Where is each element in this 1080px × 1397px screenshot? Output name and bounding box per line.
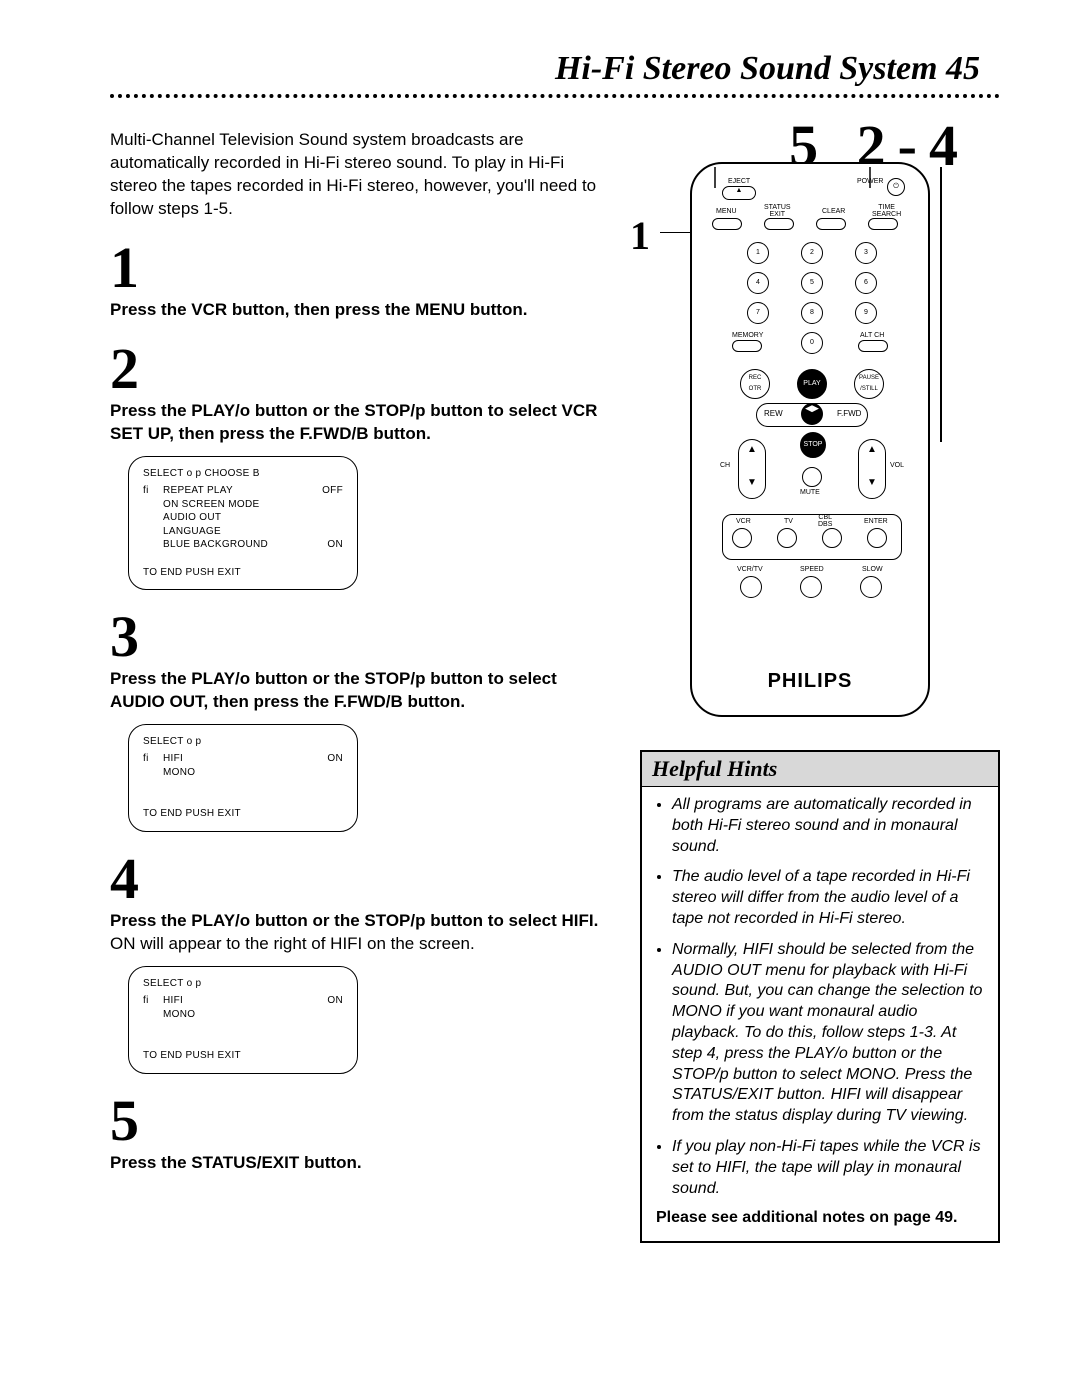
callout-lines-icon: [640, 112, 1000, 192]
vcrtv-button-icon: [740, 576, 762, 598]
intro-text: Multi-Channel Television Sound system br…: [110, 129, 610, 221]
vcrtv-label: VCR/TV: [737, 566, 763, 573]
osd3-header: SELECT o p: [143, 977, 343, 991]
clear-label: CLEAR: [822, 208, 845, 215]
osd-screen-2: SELECT o p fiHIFION MONO TO END PUSH EXI…: [128, 724, 358, 832]
dotted-rule: [110, 94, 1000, 98]
osd3-row: fiHIFION: [143, 994, 343, 1008]
num-6-button-icon: 6: [855, 272, 877, 294]
num-2-button-icon: 2: [801, 242, 823, 264]
pause-still-button-icon: PAUSE /STILL: [854, 369, 884, 399]
num-0-button-icon: 0: [801, 332, 823, 354]
hint-item: All programs are automatically recorded …: [672, 795, 984, 857]
cbl-dbs-button-icon: [822, 528, 842, 548]
rew-label: REW: [764, 409, 783, 418]
brand-logo: PHILIPS: [692, 670, 928, 693]
time-search-button-icon: [868, 218, 898, 230]
osd1-row: ON SCREEN MODE: [143, 498, 343, 512]
speed-label: SPEED: [800, 566, 824, 573]
num-8-button-icon: 8: [801, 302, 823, 324]
ch-updown-icon: ▲ ▼: [738, 439, 766, 499]
altch-label: ALT CH: [860, 332, 884, 339]
step-2-text: Press the PLAY/o button or the STOP/p bu…: [110, 400, 610, 446]
menu-label: MENU: [716, 208, 737, 215]
ffwd-label: F.FWD: [837, 409, 861, 418]
osd1-row: BLUE BACKGROUNDON: [143, 538, 343, 552]
osd-screen-3: SELECT o p fiHIFION MONO TO END PUSH EXI…: [128, 966, 358, 1074]
vol-label: VOL: [890, 462, 904, 469]
title-pagenum: 45: [946, 50, 980, 87]
cbl-dbs-label: CBL DBS: [818, 514, 832, 528]
vcr-label: VCR: [736, 518, 751, 525]
slow-button-icon: [860, 576, 882, 598]
remote-area: 5 2-4 1 EJECT ▲ POWER ⏻ MENU STATUS EXIT…: [640, 112, 1000, 732]
callout-line-24: [940, 167, 942, 442]
num-9-button-icon: 9: [855, 302, 877, 324]
osd-screen-1: SELECT o p CHOOSE B fiREPEAT PLAYOFF ON …: [128, 456, 358, 591]
hint-item: The audio level of a tape recorded in Hi…: [672, 867, 984, 929]
vcr-button-icon: [732, 528, 752, 548]
hints-body: All programs are automatically recorded …: [642, 787, 998, 1241]
hints-title: Helpful Hints: [642, 752, 998, 787]
step-5-number: 5: [110, 1092, 610, 1150]
enter-button-icon: [867, 528, 887, 548]
step-3-number: 3: [110, 608, 610, 666]
memory-button-icon: [732, 340, 762, 352]
osd3-footer: TO END PUSH EXIT: [143, 1049, 343, 1063]
step-4-text: Press the PLAY/o button or the STOP/p bu…: [110, 910, 610, 956]
right-column: 5 2-4 1 EJECT ▲ POWER ⏻ MENU STATUS EXIT…: [640, 112, 1000, 1243]
status-exit-label: STATUS EXIT: [764, 204, 791, 218]
hint-item: If you play non-Hi-Fi tapes while the VC…: [672, 1137, 984, 1199]
step-5-text: Press the STATUS/EXIT button.: [110, 1152, 610, 1175]
stop-button-icon: STOP: [800, 432, 826, 458]
osd1-row: LANGUAGE: [143, 525, 343, 539]
step-2-number: 2: [110, 340, 610, 398]
osd2-header: SELECT o p: [143, 735, 343, 749]
rec-otr-button-icon: REC OTR: [740, 369, 770, 399]
num-1-button-icon: 1: [747, 242, 769, 264]
title-text: Hi-Fi Stereo Sound System: [555, 50, 938, 87]
vol-updown-icon: ▲ ▼: [858, 439, 886, 499]
enter-label: ENTER: [864, 518, 888, 525]
osd3-row: MONO: [143, 1008, 343, 1022]
osd2-footer: TO END PUSH EXIT: [143, 807, 343, 821]
slow-label: SLOW: [862, 566, 883, 573]
helpful-hints-box: Helpful Hints All programs are automatic…: [640, 750, 1000, 1243]
memory-label: MEMORY: [732, 332, 763, 339]
nav-center-icon: ◀▶: [801, 403, 823, 425]
hint-item: Normally, HIFI should be selected from t…: [672, 940, 984, 1127]
tv-button-icon: [777, 528, 797, 548]
mute-button-icon: [802, 467, 822, 487]
ch-label: CH: [720, 462, 730, 469]
menu-button-icon: [712, 218, 742, 230]
num-3-button-icon: 3: [855, 242, 877, 264]
remote-control-image: EJECT ▲ POWER ⏻ MENU STATUS EXIT CLEAR T…: [690, 162, 930, 717]
time-search-label: TIME SEARCH: [872, 204, 901, 218]
osd1-row: AUDIO OUT: [143, 511, 343, 525]
page-title: Hi-Fi Stereo Sound System 45: [110, 50, 1000, 88]
osd2-row: MONO: [143, 766, 343, 780]
tv-label: TV: [784, 518, 793, 525]
osd2-row: fiHIFION: [143, 752, 343, 766]
step-1-number: 1: [110, 239, 610, 297]
left-column: Multi-Channel Television Sound system br…: [110, 112, 610, 1243]
num-4-button-icon: 4: [747, 272, 769, 294]
num-7-button-icon: 7: [747, 302, 769, 324]
osd1-row: fiREPEAT PLAYOFF: [143, 484, 343, 498]
hints-note: Please see additional notes on page 49.: [656, 1209, 984, 1227]
step-1-text: Press the VCR button, then press the MEN…: [110, 299, 610, 322]
speed-button-icon: [800, 576, 822, 598]
osd1-header: SELECT o p CHOOSE B: [143, 467, 343, 481]
step-4-number: 4: [110, 850, 610, 908]
clear-button-icon: [816, 218, 846, 230]
play-button-icon: PLAY: [797, 369, 827, 399]
osd1-footer: TO END PUSH EXIT: [143, 566, 343, 580]
step-3-text: Press the PLAY/o button or the STOP/p bu…: [110, 668, 610, 714]
altch-button-icon: [858, 340, 888, 352]
callout-left-1: 1: [630, 212, 650, 259]
status-exit-button-icon: [764, 218, 794, 230]
mute-label: MUTE: [800, 489, 820, 496]
num-5-button-icon: 5: [801, 272, 823, 294]
